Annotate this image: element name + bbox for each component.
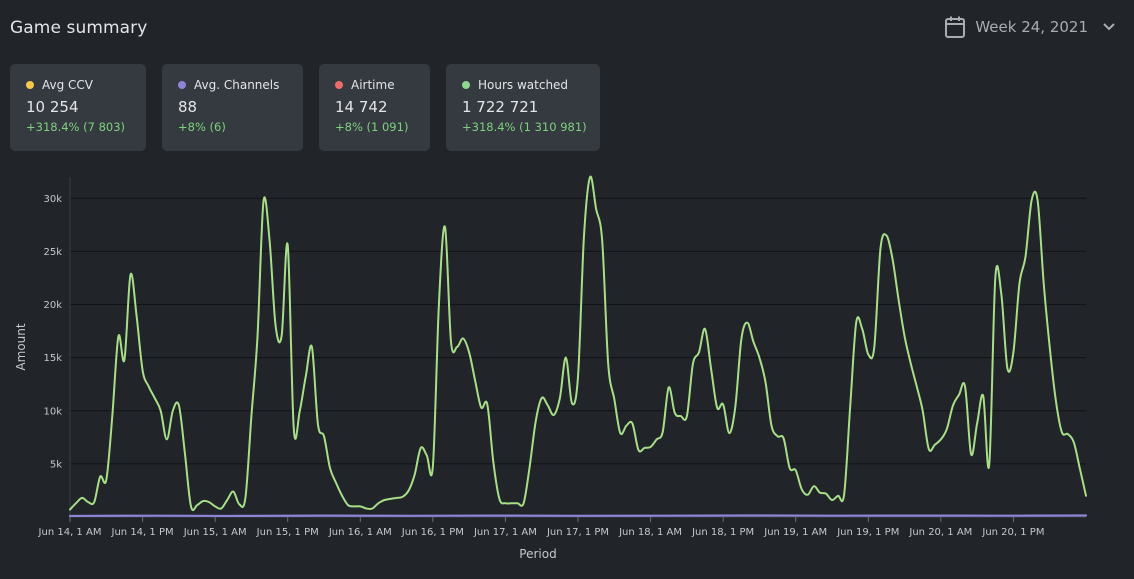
card-hours-watched: Hours watched 1 722 721 +318.4% (1 310 9… [446,64,600,151]
y-axis-title: Amount [14,323,28,370]
y-tick-label: 15k [43,353,62,364]
card-delta: +318.4% (7 803) [26,120,126,134]
y-tick-label: 5k [50,459,62,470]
x-axis-title: Period [519,547,556,561]
card-value: 14 742 [335,98,388,116]
card-avg-channels: Avg. Channels 88 +8% (6) [162,64,303,151]
hours-watched-line [69,175,1087,512]
y-tick-label: 20k [43,300,62,311]
x-tick-label: Jun 18, 1 PM [691,527,754,538]
card-delta: +318.4% (1 310 981) [462,120,587,134]
week-label: Week 24, 2021 [975,18,1088,36]
week-picker[interactable]: Week 24, 2021 [945,16,1116,38]
card-label: Avg. Channels [194,78,280,92]
card-delta: +8% (6) [178,120,226,134]
calendar-icon [945,16,966,38]
x-tick-label: Jun 20, 1 PM [981,527,1044,538]
y-tick-label: 30k [43,194,62,205]
card-value: 1 722 721 [462,98,539,116]
x-tick-label: Jun 19, 1 AM [763,527,827,538]
card-label: Avg CCV [42,78,94,92]
x-tick-label: Jun 14, 1 AM [38,527,102,538]
card-airtime: Airtime 14 742 +8% (1 091) [319,64,430,151]
x-tick-label: Jun 15, 1 PM [256,527,319,538]
x-tick-label: Jun 20, 1 AM [908,527,972,538]
airtime-dot [335,81,343,89]
card-value: 88 [178,98,198,116]
y-tick-label: 10k [43,406,62,417]
avg-ccv-dot [26,81,34,89]
card-avg-ccv: Avg CCV 10 254 +318.4% (7 803) [10,64,146,151]
x-tick-label: Jun 14, 1 PM [111,527,174,538]
y-tick-label: 25k [43,247,62,258]
x-tick-label: Jun 17, 1 PM [546,527,609,538]
page-title: Game summary [10,18,148,38]
card-value: 10 254 [26,98,79,116]
x-tick-label: Jun 16, 1 AM [328,527,392,538]
x-tick-label: Jun 16, 1 PM [401,527,464,538]
x-tick-label: Jun 15, 1 AM [183,527,247,538]
x-tick-label: Jun 19, 1 PM [836,527,899,538]
card-label: Airtime [351,78,395,92]
hours-watched-dot [462,81,470,89]
card-delta: +8% (1 091) [335,120,409,134]
avg-channels-dot [178,81,186,89]
card-label: Hours watched [478,78,569,92]
chevron-down-icon [1103,23,1115,31]
x-tick-label: Jun 17, 1 AM [473,527,537,538]
x-tick-label: Jun 18, 1 AM [618,527,682,538]
line-chart: 5k 10k 15k 20k 25k 30k Jun 14, 1 AM Jun 14, 1 P… [14,175,1088,561]
